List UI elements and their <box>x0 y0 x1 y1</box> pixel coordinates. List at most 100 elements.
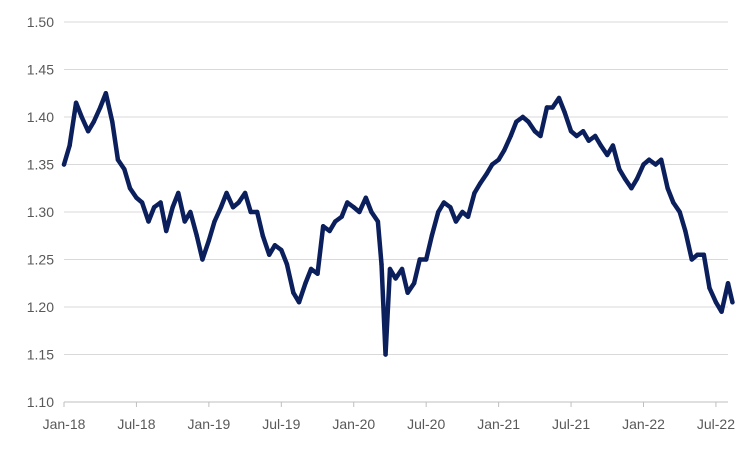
data-point <box>574 133 579 139</box>
data-point <box>484 171 489 177</box>
data-point <box>477 181 483 186</box>
data-point <box>230 205 236 210</box>
series-layer <box>61 91 735 357</box>
data-point <box>67 143 72 148</box>
data-point <box>315 271 320 276</box>
data-point <box>653 162 658 167</box>
data-point <box>719 309 724 314</box>
data-point <box>544 105 550 110</box>
data-point <box>532 129 538 134</box>
data-point <box>665 186 670 191</box>
data-point <box>146 219 151 224</box>
data-point <box>586 138 591 143</box>
data-point <box>448 205 453 210</box>
data-point <box>659 157 664 162</box>
data-point <box>622 176 628 181</box>
data-point <box>308 266 314 272</box>
x-tick-label: Jul-20 <box>407 416 445 432</box>
data-point <box>695 252 700 257</box>
data-point <box>260 233 265 238</box>
data-point <box>333 219 338 224</box>
y-tick-label: 1.50 <box>27 14 54 30</box>
data-point <box>701 252 707 257</box>
data-point <box>496 157 501 162</box>
data-point <box>369 209 374 215</box>
y-tick-label: 1.10 <box>27 394 54 410</box>
y-tick-label: 1.20 <box>27 299 54 315</box>
data-point <box>538 133 543 139</box>
data-point <box>707 285 712 291</box>
data-point <box>375 219 381 224</box>
data-point <box>61 162 67 167</box>
data-point <box>206 238 212 243</box>
data-point <box>242 190 248 196</box>
data-point <box>725 281 731 286</box>
data-point <box>689 257 694 262</box>
x-tick-label: Jan-19 <box>187 416 230 432</box>
x-tick-label: Jan-22 <box>622 416 665 432</box>
data-point <box>562 110 567 115</box>
data-point <box>593 133 598 139</box>
data-point <box>134 195 139 200</box>
data-point <box>508 133 513 139</box>
data-point <box>212 219 217 224</box>
data-point <box>339 214 344 219</box>
data-point <box>151 205 157 210</box>
x-tick-label: Jul-22 <box>697 416 735 432</box>
data-point <box>580 129 586 134</box>
data-point <box>363 195 369 200</box>
data-point <box>176 190 181 196</box>
data-point <box>139 200 145 205</box>
axes <box>63 401 728 407</box>
data-point <box>405 290 410 295</box>
data-point <box>671 200 676 205</box>
data-point <box>550 105 555 110</box>
data-point <box>170 205 175 210</box>
data-point <box>646 157 652 162</box>
data-point <box>465 214 471 219</box>
data-point <box>683 228 688 234</box>
data-point <box>617 167 622 172</box>
data-point <box>556 95 562 101</box>
y-tick-label: 1.25 <box>27 252 54 268</box>
data-point <box>629 186 634 191</box>
data-point <box>127 186 133 191</box>
data-point <box>85 129 91 134</box>
data-point <box>411 281 417 286</box>
data-point <box>291 290 296 295</box>
data-point <box>284 262 290 267</box>
data-point <box>345 200 350 205</box>
data-point <box>520 114 525 120</box>
x-tick-label: Jan-20 <box>332 416 375 432</box>
data-point <box>568 129 574 134</box>
x-tick-labels: Jan-18 Jul-18 Jan-19 Jul-19 Jan-20 Jul-20 Jan-… <box>43 416 736 432</box>
data-point <box>110 119 115 124</box>
y-tick-label: 1.40 <box>27 109 54 125</box>
data-point <box>164 228 169 234</box>
grid-lines <box>64 21 728 355</box>
y-tick-labels: 1.10 1.15 1.20 1.25 1.30 1.35 1.40 1.45 1.50 <box>27 14 54 410</box>
x-tick-label: Jan-21 <box>477 416 520 432</box>
data-point <box>218 205 224 210</box>
series-line <box>61 91 735 357</box>
data-point <box>320 224 326 229</box>
y-tick-label: 1.30 <box>27 204 54 220</box>
x-tick-label: Jul-19 <box>262 416 300 432</box>
data-point <box>303 281 308 286</box>
data-point <box>115 157 121 162</box>
data-point <box>248 209 253 215</box>
data-point <box>194 233 199 238</box>
data-point <box>296 300 302 305</box>
data-point <box>677 209 682 215</box>
data-point <box>79 114 84 120</box>
data-point <box>327 228 332 234</box>
data-point <box>423 257 429 262</box>
data-point <box>598 143 604 148</box>
data-point <box>489 162 495 167</box>
x-tick-label: Jul-18 <box>117 416 155 432</box>
data-point <box>272 243 278 248</box>
data-point <box>634 176 640 181</box>
data-point <box>399 266 405 272</box>
